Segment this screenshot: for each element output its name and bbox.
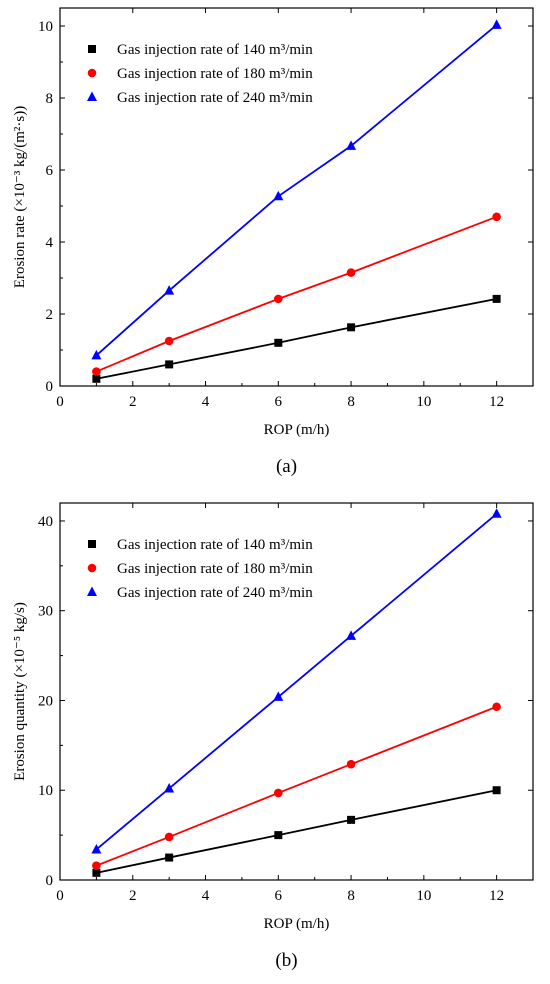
- data-point-2: [91, 349, 102, 360]
- x-tick-label: 4: [202, 394, 210, 410]
- y-tick-label: 30: [38, 604, 53, 620]
- series-line-1: [96, 705, 497, 867]
- series-line-1: [96, 215, 497, 373]
- legend-label-1: Gas injection rate of 180 m³/min: [117, 66, 313, 82]
- y-axis-title: Erosion rate (×10⁻³ kg/(m²·s)): [12, 106, 28, 288]
- data-point-0: [274, 831, 283, 840]
- legend-label-0: Gas injection rate of 140 m³/min: [117, 42, 313, 58]
- x-tick-label: 10: [416, 394, 431, 410]
- x-tick-label: 8: [347, 394, 355, 410]
- legend-marker-0: [88, 540, 96, 548]
- data-point-1: [164, 832, 174, 842]
- data-point-2: [164, 782, 175, 793]
- y-tick-label: 10: [38, 783, 53, 799]
- data-point-0: [274, 338, 283, 347]
- chart-panel-0: 0 2 4 6 8 10 12 0 2 4 6 8 10 ROP (m/h) Erosion rate (×…: [12, 7, 534, 477]
- data-point-0: [92, 868, 101, 877]
- series-line-0: [96, 297, 497, 380]
- data-point-1: [492, 212, 501, 222]
- legend-label-2: Gas injection rate of 240 m³/min: [117, 585, 313, 601]
- y-tick-label: 20: [38, 693, 53, 709]
- x-tick-label: 4: [202, 888, 210, 904]
- plot-frame: [59, 7, 534, 387]
- y-axis-title: Erosion quantity (×10⁻⁵ kg/s): [12, 602, 28, 781]
- y-tick-label: 8: [46, 91, 54, 107]
- series-line-0: [96, 789, 497, 874]
- plot-frame: [59, 502, 534, 881]
- legend-label-0: Gas injection rate of 140 m³/min: [117, 537, 313, 553]
- x-tick-label: 12: [489, 888, 504, 904]
- data-point-0: [165, 360, 174, 369]
- x-tick-label: 2: [129, 394, 137, 410]
- legend-marker-1: [87, 68, 97, 78]
- x-axis-title: ROP (m/h): [264, 916, 330, 932]
- x-tick-label: 8: [347, 888, 355, 904]
- data-point-2: [273, 691, 284, 701]
- data-point-1: [274, 788, 283, 798]
- data-point-1: [346, 268, 356, 277]
- y-tick-label: 4: [46, 235, 54, 251]
- data-point-1: [92, 861, 101, 870]
- data-point-0: [347, 323, 356, 332]
- legend-marker-0: [88, 45, 96, 53]
- data-point-1: [164, 336, 174, 346]
- legend-marker-2: [87, 91, 97, 101]
- data-point-1: [492, 702, 501, 712]
- data-point-0: [347, 815, 356, 824]
- data-point-2: [164, 285, 175, 295]
- y-tick-label: 10: [38, 19, 53, 35]
- x-axis-title: ROP (m/h): [264, 422, 330, 438]
- legend-label-1: Gas injection rate of 180 m³/min: [117, 561, 313, 577]
- data-point-0: [492, 294, 501, 303]
- x-tick-label: 10: [416, 888, 431, 904]
- panel-caption: (a): [276, 456, 297, 477]
- x-tick-label: 6: [275, 394, 283, 410]
- legend-label-2: Gas injection rate of 240 m³/min: [117, 90, 313, 106]
- x-tick-label: 6: [275, 888, 283, 904]
- y-tick-label: 0: [46, 379, 54, 395]
- data-point-0: [492, 786, 501, 795]
- data-point-2: [346, 140, 357, 150]
- y-tick-label: 40: [38, 514, 53, 530]
- data-point-0: [165, 853, 174, 862]
- data-point-0: [92, 374, 101, 383]
- data-point-2: [273, 190, 284, 201]
- data-point-2: [491, 508, 502, 518]
- data-point-1: [274, 294, 283, 304]
- panel-caption: (b): [275, 950, 297, 971]
- legend-marker-1: [87, 563, 97, 573]
- x-tick-label: 2: [129, 888, 137, 904]
- x-tick-label: 12: [489, 394, 504, 410]
- data-point-1: [346, 759, 356, 769]
- y-tick-label: 6: [46, 163, 54, 179]
- legend-marker-2: [87, 586, 97, 596]
- data-point-2: [91, 843, 102, 854]
- data-point-2: [346, 630, 357, 640]
- x-tick-label: 0: [56, 888, 64, 904]
- data-point-1: [92, 367, 101, 376]
- y-tick-label: 2: [46, 307, 54, 323]
- chart-panel-1: 0 2 4 6 8 10 12 0 10 20 30 40 ROP (m/h) Erosion quant…: [12, 502, 534, 971]
- x-tick-label: 0: [56, 394, 64, 410]
- y-tick-label: 0: [46, 873, 54, 889]
- data-point-2: [491, 19, 502, 29]
